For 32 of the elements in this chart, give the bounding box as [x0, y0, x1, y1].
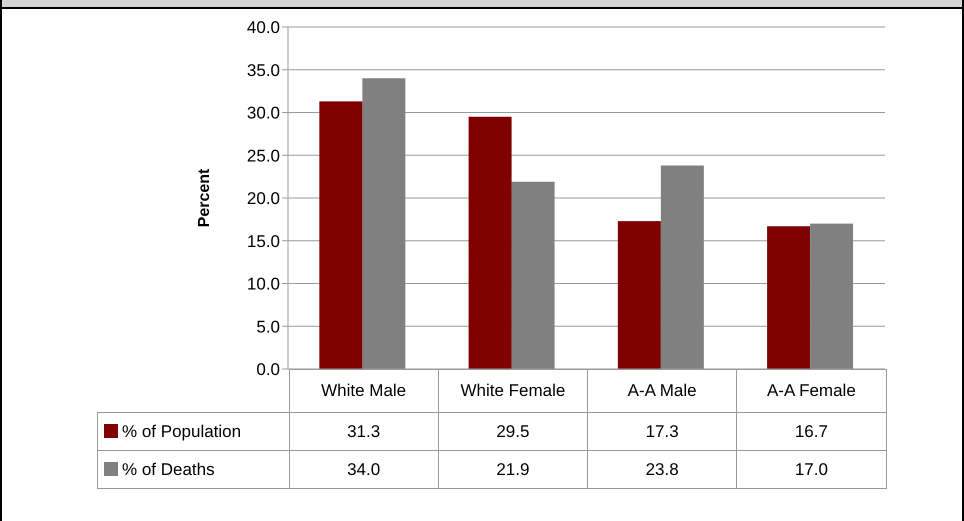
bar: [468, 116, 512, 369]
x-tick-label: White Female: [438, 370, 588, 412]
y-tick-label: 15.0: [246, 232, 280, 251]
y-axis-title: Percent: [196, 168, 214, 228]
bar: [512, 182, 555, 369]
y-tick-label: 20.0: [246, 189, 280, 208]
legend-label: % of Deaths: [98, 450, 289, 488]
data-label: 34.0: [289, 450, 438, 488]
bar: [810, 224, 854, 369]
y-tick-label: 0.0: [256, 360, 280, 380]
bar: [319, 101, 362, 369]
legend-label: % of Population: [98, 412, 289, 450]
data-label: 17.0: [736, 450, 886, 488]
x-tick-label: A-A Female: [736, 370, 886, 412]
data-label: 29.5: [438, 412, 588, 450]
y-tick-label: 25.0: [246, 146, 280, 166]
data-label: 23.8: [588, 450, 737, 488]
bar: [362, 78, 406, 369]
bar: [767, 226, 810, 369]
y-tick-label: 35.0: [246, 60, 280, 80]
bar: [618, 221, 661, 369]
data-label: 16.7: [736, 412, 886, 450]
data-label: 17.3: [588, 412, 737, 450]
y-tick-label: 30.0: [246, 104, 280, 123]
x-tick-label: White Male: [289, 370, 438, 412]
y-tick-label: 10.0: [246, 274, 280, 294]
y-tick-label: 40.0: [246, 18, 280, 38]
data-label: 21.9: [438, 450, 588, 488]
data-label: 31.3: [289, 412, 438, 450]
y-tick-label: 5.0: [256, 317, 280, 336]
x-tick-label: A-A Male: [588, 370, 737, 412]
bar: [660, 166, 704, 369]
